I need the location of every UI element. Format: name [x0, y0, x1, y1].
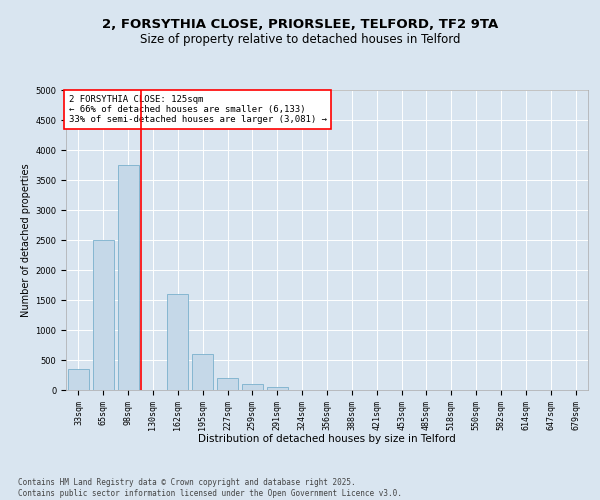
Bar [267, 387, 288, 390]
Bar [118, 165, 139, 390]
Bar [68, 369, 89, 390]
Y-axis label: Number of detached properties: Number of detached properties [21, 163, 31, 317]
Text: Size of property relative to detached houses in Telford: Size of property relative to detached ho… [140, 32, 460, 46]
Bar [167, 294, 188, 390]
Text: 2 FORSYTHIA CLOSE: 125sqm
← 66% of detached houses are smaller (6,133)
33% of se: 2 FORSYTHIA CLOSE: 125sqm ← 66% of detac… [68, 94, 326, 124]
Bar [217, 378, 238, 390]
Bar [242, 384, 263, 390]
X-axis label: Distribution of detached houses by size in Telford: Distribution of detached houses by size … [198, 434, 456, 444]
Text: 2, FORSYTHIA CLOSE, PRIORSLEE, TELFORD, TF2 9TA: 2, FORSYTHIA CLOSE, PRIORSLEE, TELFORD, … [102, 18, 498, 30]
Text: Contains HM Land Registry data © Crown copyright and database right 2025.
Contai: Contains HM Land Registry data © Crown c… [18, 478, 402, 498]
Bar [93, 240, 114, 390]
Bar [192, 354, 213, 390]
